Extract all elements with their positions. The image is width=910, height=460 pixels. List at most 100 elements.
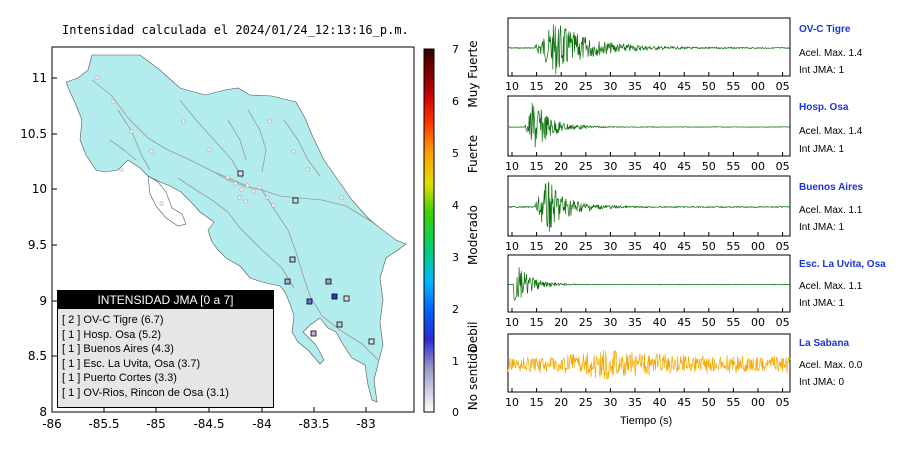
waveform-tick-label: 55 [726, 240, 740, 253]
legend-title: INTENSIDAD JMA [0 a 7] [58, 291, 273, 309]
colorbar-tick: 1 [452, 355, 459, 368]
gulf-of-nicoya [147, 175, 187, 227]
waveform-tick-label: 10 [505, 160, 519, 173]
waveform-tick-label: 10 [505, 80, 519, 93]
colorbar-label: Debil [466, 322, 480, 353]
waveform-tick-label: 35 [628, 160, 642, 173]
waveform-tick-label: 15 [530, 396, 544, 409]
waveform-tick-label: 20 [554, 160, 568, 173]
waveform-tick-label: 10 [505, 396, 519, 409]
map-x-tick-label: -84.5 [193, 417, 224, 431]
waveform-tick-label: 40 [653, 240, 667, 253]
city-markers [95, 75, 344, 208]
map-x-tick-label: -83.5 [298, 417, 329, 431]
waveform-tick-label: 45 [677, 396, 691, 409]
waveform-tick-label: 20 [554, 240, 568, 253]
colorbar-tick: 7 [452, 43, 459, 56]
colorbar-tick: 5 [452, 147, 459, 160]
station-accel: Acel. Max. 1.4 [799, 48, 863, 59]
waveform-tick-label: 20 [554, 396, 568, 409]
waveform-tick-label: 45 [677, 160, 691, 173]
waveform-tick-label: 40 [653, 160, 667, 173]
colorbar-tick: 0 [452, 406, 459, 419]
station-accel: Acel. Max. 1.1 [799, 205, 863, 216]
station-markers [237, 170, 375, 345]
waveform-tick-label: 25 [579, 240, 593, 253]
station-name: OV-C Tigre [799, 24, 851, 35]
waveform-tick-label: 40 [653, 396, 667, 409]
map-y-tick-label: 11 [32, 71, 47, 85]
waveform-tick-label: 05 [776, 160, 790, 173]
map-x-tick-label: -83 [356, 417, 376, 431]
waveform-tick-label: 10 [505, 316, 519, 329]
station-accel: Acel. Max. 0.0 [799, 360, 863, 371]
legend-row: [ 1 ] Puerto Cortes (3.3) [62, 372, 177, 385]
station-jma: Int JMA: 0 [799, 377, 845, 388]
station-accel: Acel. Max. 1.1 [799, 281, 863, 292]
waveform-tick-label: 50 [702, 240, 716, 253]
map-y-tick-label: 10 [32, 182, 47, 196]
colorbar-label: No sentido [466, 346, 480, 410]
station-name: La Sabana [799, 338, 850, 349]
waveform-tick-label: 35 [628, 396, 642, 409]
waveform-tick-label: 15 [530, 160, 544, 173]
waveform-trace [507, 349, 791, 381]
waveform-tick-label: 50 [702, 316, 716, 329]
waveform-tick-label: 00 [751, 316, 765, 329]
station-accel: Acel. Max. 1.4 [799, 126, 863, 137]
station-name: Hosp. Osa [799, 102, 849, 113]
waveform-tick-label: 45 [677, 316, 691, 329]
waveform-tick-label: 05 [776, 80, 790, 93]
waveform-trace [507, 103, 790, 148]
legend-row: [ 1 ] Buenos Aires (4.3) [62, 343, 174, 356]
colorbar-tick: 4 [452, 199, 459, 212]
colorbar-label: Fuerte [466, 135, 480, 173]
waveform-panels: 10 15 20 25 30 35 40 45 50 55 00 05 10 15 20 25 30 35 40 45… [505, 17, 791, 409]
waveform-tick-label: 35 [628, 316, 642, 329]
map-y-tick-label: 10.5 [20, 127, 47, 141]
waveform-tick-label: 00 [751, 396, 765, 409]
map-y-tick-label: 8.5 [28, 349, 47, 363]
map-y-tick-label: 8 [39, 405, 47, 419]
waveform-tick-label: 35 [628, 80, 642, 93]
waveform-tick-label: 40 [653, 316, 667, 329]
waveform-tick-label: 25 [579, 396, 593, 409]
intensity-colorbar: 0 1 2 3 4 5 6 7 No sentido Debil Moderad… [423, 40, 480, 419]
costa-rica-land [65, 54, 407, 403]
waveform-tick-label: 05 [776, 316, 790, 329]
map-x-tick-label: -84 [252, 417, 272, 431]
waveform-tick-label: 30 [603, 80, 617, 93]
waveform-tick-label: 30 [603, 316, 617, 329]
waveform-tick-label: 15 [530, 316, 544, 329]
waveform-tick-label: 45 [677, 80, 691, 93]
station-name: Buenos Aires [799, 182, 864, 193]
waveform-tick-label: 55 [726, 316, 740, 329]
waveform-tick-label: 25 [579, 80, 593, 93]
colorbar-tick: 3 [452, 251, 459, 264]
waveform-tick-label: 10 [505, 240, 519, 253]
legend-row: [ 2 ] OV-C Tigre (6.7) [62, 314, 164, 326]
map-title: Intensidad calculada el 2024/01/24_12:13… [62, 23, 409, 37]
time-axis-label: Tiempo (s) [620, 415, 673, 427]
waveform-tick-label: 40 [653, 80, 667, 93]
waveform-tick-label: 25 [579, 316, 593, 329]
waveform-tick-label: 20 [554, 316, 568, 329]
waveform-tick-label: 30 [603, 160, 617, 173]
legend-row: [ 1 ] Esc. La Uvita, Osa (3.7) [62, 357, 201, 370]
waveform-tick-label: 00 [751, 80, 765, 93]
waveform-tick-label: 50 [702, 160, 716, 173]
waveform-tick-label: 55 [726, 80, 740, 93]
colorbar-label: Moderado [466, 205, 480, 265]
station-jma: Int JMA: 1 [799, 298, 845, 309]
waveform-tick-label: 30 [603, 396, 617, 409]
colorbar-gradient [423, 48, 435, 413]
waveform-tick-label: 50 [702, 80, 716, 93]
station-jma: Int JMA: 1 [799, 65, 845, 76]
colorbar-label: Muy Fuerte [466, 40, 480, 107]
waveform-tick-label: 15 [530, 80, 544, 93]
station-jma: Int JMA: 1 [799, 222, 845, 233]
map-y-tick-label: 9 [39, 294, 47, 308]
legend-row: [ 1 ] Hosp. Osa (5.2) [62, 328, 162, 341]
map-x-tick-label: -86 [42, 417, 62, 431]
map-x-tick-label: -85.5 [88, 417, 119, 431]
